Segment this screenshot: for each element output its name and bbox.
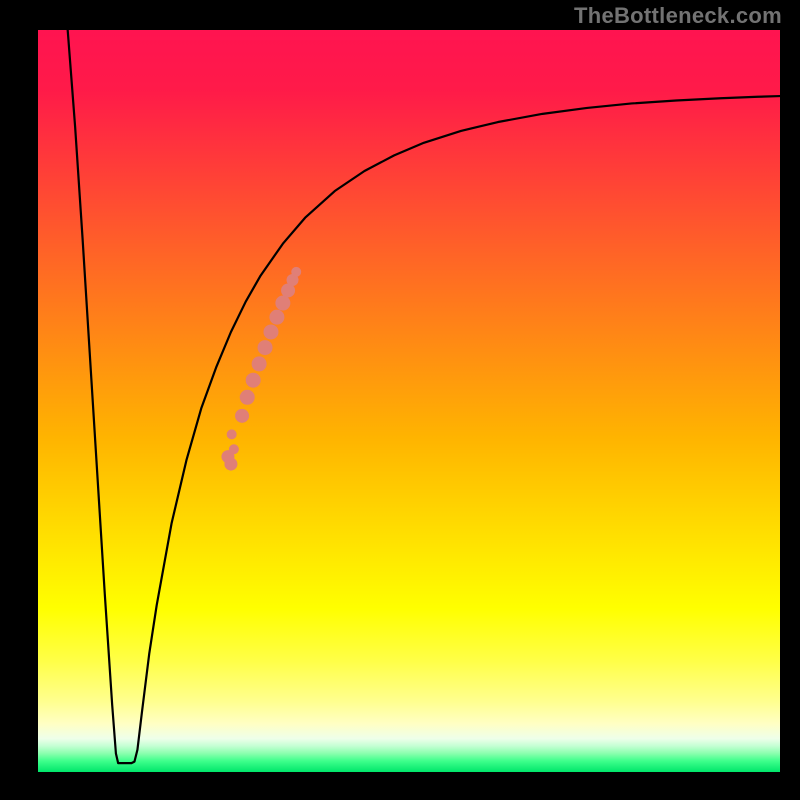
attribution-text: TheBottleneck.com [574,3,782,29]
highlight-marker [229,444,239,454]
highlight-marker [275,296,290,311]
highlight-marker [227,429,237,439]
highlight-band [221,267,301,471]
highlight-marker [252,356,267,371]
plot-frame [38,30,780,772]
highlight-marker [235,409,249,423]
bottleneck-curve [68,30,780,763]
highlight-marker [246,373,261,388]
chart-container: TheBottleneck.com [0,0,800,800]
highlight-marker [291,267,301,277]
highlight-marker [258,340,273,355]
highlight-marker [269,310,284,325]
highlight-marker [263,324,278,339]
chart-svg [38,30,780,772]
highlight-marker [240,390,255,405]
plot-inner [38,30,780,772]
